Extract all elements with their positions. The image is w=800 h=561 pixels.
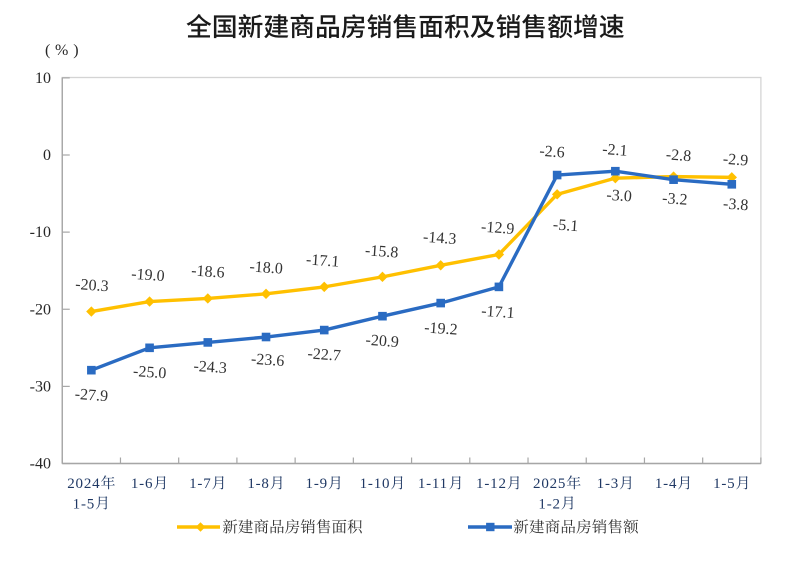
svg-text:1-9: 1-9 — [306, 476, 328, 492]
svg-text:-40: -40 — [30, 456, 51, 473]
svg-text:-17.1: -17.1 — [306, 251, 340, 270]
svg-text:1-10: 1-10 — [360, 476, 391, 492]
svg-text:): ) — [73, 42, 78, 59]
svg-text:2024: 2024 — [67, 476, 100, 492]
svg-text:-3.2: -3.2 — [662, 190, 688, 209]
svg-text:-12.9: -12.9 — [481, 219, 515, 238]
svg-text:-18.0: -18.0 — [249, 258, 283, 277]
svg-text:1-3: 1-3 — [597, 476, 619, 492]
svg-text:1-7: 1-7 — [189, 476, 211, 492]
svg-text:10: 10 — [35, 70, 51, 87]
svg-text:-19.0: -19.0 — [131, 266, 165, 285]
svg-text:1-12: 1-12 — [476, 476, 507, 492]
svg-text:-18.6: -18.6 — [191, 262, 225, 281]
svg-text:-3.8: -3.8 — [723, 196, 749, 215]
svg-text:1-5: 1-5 — [73, 496, 95, 512]
svg-text:1-5: 1-5 — [713, 476, 735, 492]
svg-text:-22.7: -22.7 — [307, 345, 341, 364]
svg-text:1-8: 1-8 — [247, 476, 269, 492]
svg-text:-20.3: -20.3 — [75, 276, 109, 295]
svg-text:-14.3: -14.3 — [423, 229, 457, 248]
svg-text:-2.9: -2.9 — [722, 151, 748, 170]
svg-text:%: % — [55, 42, 68, 59]
svg-text:-2.6: -2.6 — [539, 143, 565, 162]
svg-text:-3.0: -3.0 — [606, 187, 632, 206]
svg-text:2025: 2025 — [533, 476, 566, 492]
svg-text:-27.9: -27.9 — [74, 386, 108, 405]
svg-text:-5.1: -5.1 — [552, 216, 578, 235]
svg-text:(: ( — [45, 42, 50, 59]
svg-text:-2.8: -2.8 — [665, 146, 691, 165]
svg-text:-19.2: -19.2 — [424, 319, 458, 338]
svg-text:-20: -20 — [30, 301, 51, 318]
svg-text:-20.9: -20.9 — [365, 332, 399, 351]
svg-text:-17.1: -17.1 — [481, 303, 515, 322]
svg-text:-10: -10 — [30, 224, 51, 241]
svg-text:-23.6: -23.6 — [250, 351, 284, 370]
svg-text:1-2: 1-2 — [538, 496, 560, 512]
svg-text:-24.3: -24.3 — [193, 358, 227, 377]
svg-text:1-11: 1-11 — [418, 476, 448, 492]
svg-text:1-4: 1-4 — [655, 476, 677, 492]
svg-text:1-6: 1-6 — [131, 476, 153, 492]
svg-text:0: 0 — [43, 147, 51, 164]
svg-text:-15.8: -15.8 — [365, 242, 399, 261]
svg-text:-30: -30 — [30, 378, 51, 395]
svg-text:-2.1: -2.1 — [602, 141, 628, 160]
svg-text:-25.0: -25.0 — [133, 363, 167, 382]
